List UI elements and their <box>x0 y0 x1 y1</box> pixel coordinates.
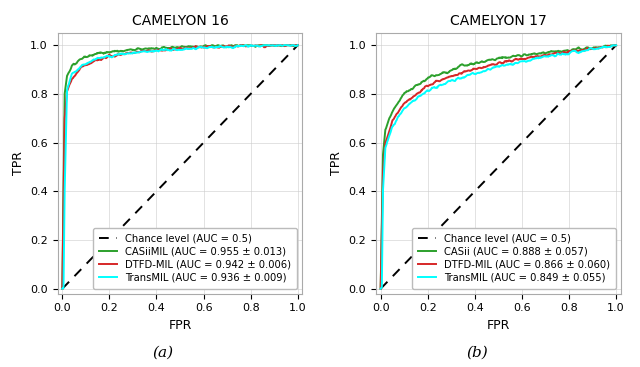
CASiiMIL (AUC = 0.955 ± 0.013) <box>209 43 216 47</box>
Line: DTFD-MIL (AUC = 0.866 ± 0.060): DTFD-MIL (AUC = 0.866 ± 0.060) <box>381 45 616 289</box>
TransMIL (AUC = 0.936 ± 0.009) <box>207 45 214 49</box>
TransMIL (AUC = 0.849 ± 0.055) <box>405 102 413 106</box>
CASii (AUC = 0.888 ± 0.057) <box>612 43 620 47</box>
DTFD-MIL (AUC = 0.942 ± 0.006) <box>152 48 159 52</box>
Y-axis label: TPR: TPR <box>330 151 343 175</box>
DTFD-MIL (AUC = 0.866 ± 0.060) <box>405 97 413 102</box>
Legend: Chance level (AUC = 0.5), CASiiMIL (AUC = 0.955 ± 0.013), DTFD-MIL (AUC = 0.942 : Chance level (AUC = 0.5), CASiiMIL (AUC … <box>93 228 298 288</box>
CASiiMIL (AUC = 0.955 ± 0.013) <box>135 47 143 51</box>
TransMIL (AUC = 0.936 ± 0.009) <box>294 43 301 47</box>
TransMIL (AUC = 0.849 ± 0.055) <box>612 43 620 47</box>
CASii (AUC = 0.888 ± 0.057) <box>405 88 413 92</box>
TransMIL (AUC = 0.936 ± 0.009) <box>242 43 250 47</box>
Line: TransMIL (AUC = 0.936 ± 0.009): TransMIL (AUC = 0.936 ± 0.009) <box>62 45 298 289</box>
TransMIL (AUC = 0.936 ± 0.009) <box>230 46 237 50</box>
DTFD-MIL (AUC = 0.866 ± 0.060) <box>377 287 385 291</box>
Line: CASii (AUC = 0.888 ± 0.057): CASii (AUC = 0.888 ± 0.057) <box>381 45 616 289</box>
TransMIL (AUC = 0.936 ± 0.009) <box>228 45 236 50</box>
CASii (AUC = 0.888 ± 0.057) <box>525 52 532 57</box>
TransMIL (AUC = 0.849 ± 0.055) <box>525 58 532 63</box>
CASiiMIL (AUC = 0.955 ± 0.013) <box>230 44 238 48</box>
TransMIL (AUC = 0.936 ± 0.009) <box>135 50 143 55</box>
Title: CAMELYON 17: CAMELYON 17 <box>450 14 547 28</box>
DTFD-MIL (AUC = 0.866 ± 0.060) <box>548 52 556 57</box>
CASiiMIL (AUC = 0.955 ± 0.013) <box>229 44 237 48</box>
CASii (AUC = 0.888 ± 0.057) <box>377 287 385 291</box>
TransMIL (AUC = 0.936 ± 0.009) <box>87 59 95 64</box>
CASiiMIL (AUC = 0.955 ± 0.013) <box>87 53 95 58</box>
CASii (AUC = 0.888 ± 0.057) <box>548 49 556 54</box>
DTFD-MIL (AUC = 0.942 ± 0.006) <box>58 287 66 291</box>
DTFD-MIL (AUC = 0.866 ± 0.060) <box>525 55 532 60</box>
DTFD-MIL (AUC = 0.866 ± 0.060) <box>454 73 461 77</box>
DTFD-MIL (AUC = 0.942 ± 0.006) <box>228 44 236 49</box>
TransMIL (AUC = 0.849 ± 0.055) <box>548 53 556 57</box>
DTFD-MIL (AUC = 0.866 ± 0.060) <box>612 43 620 47</box>
TransMIL (AUC = 0.849 ± 0.055) <box>377 287 385 291</box>
TransMIL (AUC = 0.849 ± 0.055) <box>454 76 461 81</box>
DTFD-MIL (AUC = 0.942 ± 0.006) <box>230 44 237 49</box>
DTFD-MIL (AUC = 0.942 ± 0.006) <box>87 61 95 65</box>
TransMIL (AUC = 0.849 ± 0.055) <box>547 54 554 58</box>
DTFD-MIL (AUC = 0.866 ± 0.060) <box>547 52 554 57</box>
DTFD-MIL (AUC = 0.942 ± 0.006) <box>135 50 143 54</box>
X-axis label: FPR: FPR <box>486 319 510 332</box>
Title: CAMELYON 16: CAMELYON 16 <box>132 14 228 28</box>
Line: TransMIL (AUC = 0.849 ± 0.055): TransMIL (AUC = 0.849 ± 0.055) <box>381 45 616 289</box>
DTFD-MIL (AUC = 0.942 ± 0.006) <box>237 43 244 47</box>
CASii (AUC = 0.888 ± 0.057) <box>547 50 554 54</box>
Text: (b): (b) <box>466 345 488 359</box>
Legend: Chance level (AUC = 0.5), CASii (AUC = 0.888 ± 0.057), DTFD-MIL (AUC = 0.866 ± 0: Chance level (AUC = 0.5), CASii (AUC = 0… <box>412 228 616 288</box>
TransMIL (AUC = 0.849 ± 0.055) <box>609 43 617 47</box>
TransMIL (AUC = 0.936 ± 0.009) <box>152 48 159 53</box>
TransMIL (AUC = 0.849 ± 0.055) <box>470 72 477 76</box>
CASiiMIL (AUC = 0.955 ± 0.013) <box>207 44 214 48</box>
CASii (AUC = 0.888 ± 0.057) <box>470 62 477 66</box>
Line: DTFD-MIL (AUC = 0.942 ± 0.006): DTFD-MIL (AUC = 0.942 ± 0.006) <box>62 45 298 289</box>
X-axis label: FPR: FPR <box>168 319 192 332</box>
Line: CASiiMIL (AUC = 0.955 ± 0.013): CASiiMIL (AUC = 0.955 ± 0.013) <box>62 45 298 289</box>
CASiiMIL (AUC = 0.955 ± 0.013) <box>58 287 66 291</box>
CASii (AUC = 0.888 ± 0.057) <box>454 66 461 70</box>
DTFD-MIL (AUC = 0.942 ± 0.006) <box>207 44 214 48</box>
DTFD-MIL (AUC = 0.866 ± 0.060) <box>470 66 477 71</box>
DTFD-MIL (AUC = 0.942 ± 0.006) <box>294 43 301 47</box>
CASiiMIL (AUC = 0.955 ± 0.013) <box>294 43 301 47</box>
CASii (AUC = 0.888 ± 0.057) <box>610 43 618 47</box>
Text: (a): (a) <box>152 345 174 359</box>
CASiiMIL (AUC = 0.955 ± 0.013) <box>152 46 159 51</box>
TransMIL (AUC = 0.936 ± 0.009) <box>58 287 66 291</box>
Y-axis label: TPR: TPR <box>12 151 24 175</box>
